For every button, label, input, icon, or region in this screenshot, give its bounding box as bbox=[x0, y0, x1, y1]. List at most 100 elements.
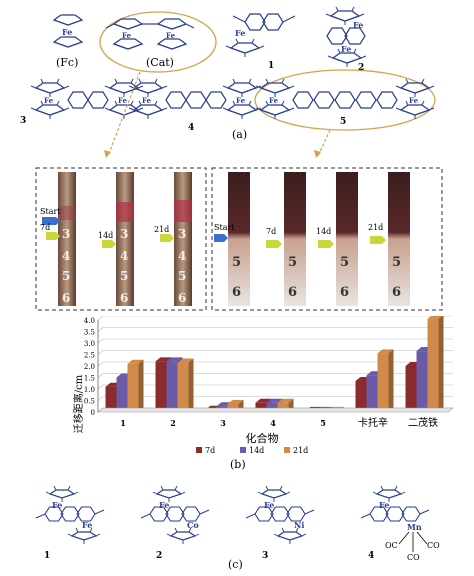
y-tick-label-6: 3.0 bbox=[84, 340, 95, 348]
left-tube-3 bbox=[174, 172, 192, 306]
right-tube-4 bbox=[388, 172, 410, 306]
chart-axes: 0 0.5 1.0 1.5 2.0 2.5 3.0 3.5 4.0 1 2 3 4 5 卡托辛 二茂铁 bbox=[84, 317, 454, 429]
c-compound-1-structure: Fe Fe bbox=[36, 485, 104, 545]
compound-3-metal-2: Fe bbox=[118, 96, 128, 105]
x-tick-label-2: 3 bbox=[220, 418, 226, 428]
panel-a-drawing: Fe (Fc) Fe Fe (Cat) Fe 1 bbox=[20, 6, 436, 158]
left-7d-label: 7d bbox=[40, 223, 50, 232]
left-start-arrow bbox=[42, 217, 60, 225]
chart-bars bbox=[105, 314, 444, 412]
compound-4-structure: Fe Fe bbox=[128, 78, 262, 120]
y-tick-label-4: 2.0 bbox=[84, 363, 95, 371]
panel-c-caption: (c) bbox=[228, 558, 243, 571]
left-21d-arrow bbox=[160, 234, 174, 242]
c-compound-1-metal-2: Fe bbox=[82, 520, 92, 530]
right-tube-1 bbox=[228, 172, 250, 306]
right-tube-2-tick-6: 6 bbox=[288, 285, 297, 300]
right-21d-label: 21d bbox=[368, 223, 383, 232]
right-tube-1-tick-6: 6 bbox=[232, 285, 241, 300]
left-tube-3-tick-6: 6 bbox=[178, 291, 186, 305]
left-start-label: Start bbox=[40, 207, 61, 216]
c-compound-4-label: 4 bbox=[368, 551, 374, 561]
cat-label: (Cat) bbox=[146, 56, 174, 69]
c-compound-3-metal-1: Fe bbox=[264, 500, 274, 510]
migration-chart-svg: 0 0.5 1.0 1.5 2.0 2.5 3.0 3.5 4.0 1 2 3 4 5 卡托辛 二茂铁 迁移距… bbox=[72, 314, 454, 471]
left-14d-arrow bbox=[102, 240, 116, 248]
compound-3-structure: Fe Fe bbox=[30, 78, 144, 120]
cat-structure: Fe Fe bbox=[105, 18, 195, 50]
right-7d-arrow bbox=[266, 240, 282, 248]
bar-21d-1 bbox=[177, 358, 194, 412]
fc-metal: Fe bbox=[62, 27, 72, 37]
x-tick-label-3: 4 bbox=[270, 418, 276, 428]
c-compound-4-metal-2: Mn bbox=[407, 522, 422, 532]
left-tube-2-tick-3: 3 bbox=[120, 227, 128, 241]
cat-metal-2: Fe bbox=[166, 31, 176, 40]
cat-metal-1: Fe bbox=[122, 31, 132, 40]
left-21d-label: 21d bbox=[154, 225, 169, 234]
y-tick-label-7: 3.5 bbox=[84, 329, 95, 337]
compound-2-structure: Fe Fe bbox=[325, 6, 367, 68]
chart-floor bbox=[97, 407, 454, 413]
cat-highlight-ellipse bbox=[99, 11, 217, 73]
compound-5-highlight-ellipse bbox=[254, 69, 436, 131]
x-tick-label-4: 5 bbox=[320, 418, 326, 428]
left-tube-1 bbox=[58, 172, 76, 306]
compound-5-label: 5 bbox=[340, 117, 346, 127]
compound-1-metal: Fe bbox=[235, 28, 245, 38]
c-compound-2-metal-1: Fe bbox=[159, 500, 169, 510]
migration-chart: 0 0.5 1.0 1.5 2.0 2.5 3.0 3.5 4.0 1 2 3 4 5 卡托辛 二茂铁 迁移距… bbox=[0, 314, 474, 476]
left-tube-3-tick-5: 5 bbox=[178, 269, 186, 283]
x-tick-label-0: 1 bbox=[120, 418, 126, 428]
left-tube-3-tick-4: 4 bbox=[178, 249, 186, 263]
c-compound-4-metal-1: Fe bbox=[379, 500, 389, 510]
compound-2-metal-1: Fe bbox=[353, 20, 363, 30]
compound-5-structure: Fe Fe bbox=[255, 78, 435, 120]
right-start-arrow bbox=[214, 234, 228, 242]
c-compound-3-metal-2: Ni bbox=[294, 520, 304, 530]
y-tick-label-2: 1.0 bbox=[84, 386, 95, 394]
c-compound-4-ligand-oc: OC bbox=[385, 541, 398, 550]
panel-c-structures: Fe Fe 1 Fe Co 2 Fe Ni 3 Fe Mn bbox=[0, 476, 474, 572]
arrow-cat-down bbox=[107, 71, 141, 157]
y-tick-label-1: 0.5 bbox=[84, 398, 95, 406]
left-tube-1-tick-6: 6 bbox=[62, 291, 70, 305]
right-tube-3-tick-5: 5 bbox=[340, 255, 349, 270]
right-14d-label: 14d bbox=[316, 227, 331, 236]
right-photo-frame bbox=[211, 167, 443, 311]
chart-xlabel: 化合物 bbox=[246, 431, 279, 445]
y-tick-label-8: 4.0 bbox=[84, 317, 95, 325]
left-photo-frame bbox=[35, 167, 207, 311]
compound-3-metal-1: Fe bbox=[44, 96, 54, 105]
bar-21d-5 bbox=[377, 349, 394, 412]
chart-ylabel: 迁移距离/cm bbox=[72, 374, 85, 433]
left-7d-arrow bbox=[46, 232, 60, 240]
right-tube-4-tick-6: 6 bbox=[392, 285, 401, 300]
left-tube-1-tick-3: 3 bbox=[62, 227, 70, 241]
compound-4-label: 4 bbox=[188, 123, 194, 133]
fc-structure: Fe bbox=[53, 14, 83, 48]
right-start-label: Start bbox=[214, 223, 235, 232]
compound-4-metal-2: Fe bbox=[236, 96, 246, 105]
legend-label-7d: 7d bbox=[205, 446, 215, 455]
compound-2-label: 2 bbox=[358, 63, 364, 73]
right-tube-4-tick-5: 5 bbox=[392, 255, 401, 270]
c-compound-2-label: 2 bbox=[156, 551, 162, 561]
c-compound-4-structure: Fe Mn OC CO CO bbox=[361, 485, 440, 562]
c-compound-2-metal-2: Co bbox=[187, 520, 199, 530]
tlc-photos: 3 4 5 6 3 4 5 6 3 4 5 6 5 6 5 6 5 6 5 6 … bbox=[0, 166, 474, 314]
compound-3-label: 3 bbox=[20, 116, 26, 126]
left-tube-1-tick-4: 4 bbox=[62, 249, 70, 263]
legend-label-21d: 21d bbox=[293, 446, 308, 455]
c-compound-1-metal-1: Fe bbox=[52, 500, 62, 510]
compound-5-metal-2: Fe bbox=[409, 96, 419, 105]
right-tube-2-tick-5: 5 bbox=[288, 255, 297, 270]
c-compound-4-ligand-co-1: CO bbox=[407, 553, 420, 562]
tlc-photos-drawing: 3 4 5 6 3 4 5 6 3 4 5 6 5 6 5 6 5 6 5 6 … bbox=[35, 167, 443, 311]
compound-2-metal-2: Fe bbox=[341, 44, 351, 54]
compound-1-label: 1 bbox=[268, 61, 274, 71]
compound-1-structure: Fe bbox=[225, 13, 296, 58]
c-compound-4-ligand-co-2: CO bbox=[427, 541, 440, 550]
y-tick-label-0: 0 bbox=[91, 409, 95, 417]
compound-5-metal-1: Fe bbox=[269, 96, 279, 105]
